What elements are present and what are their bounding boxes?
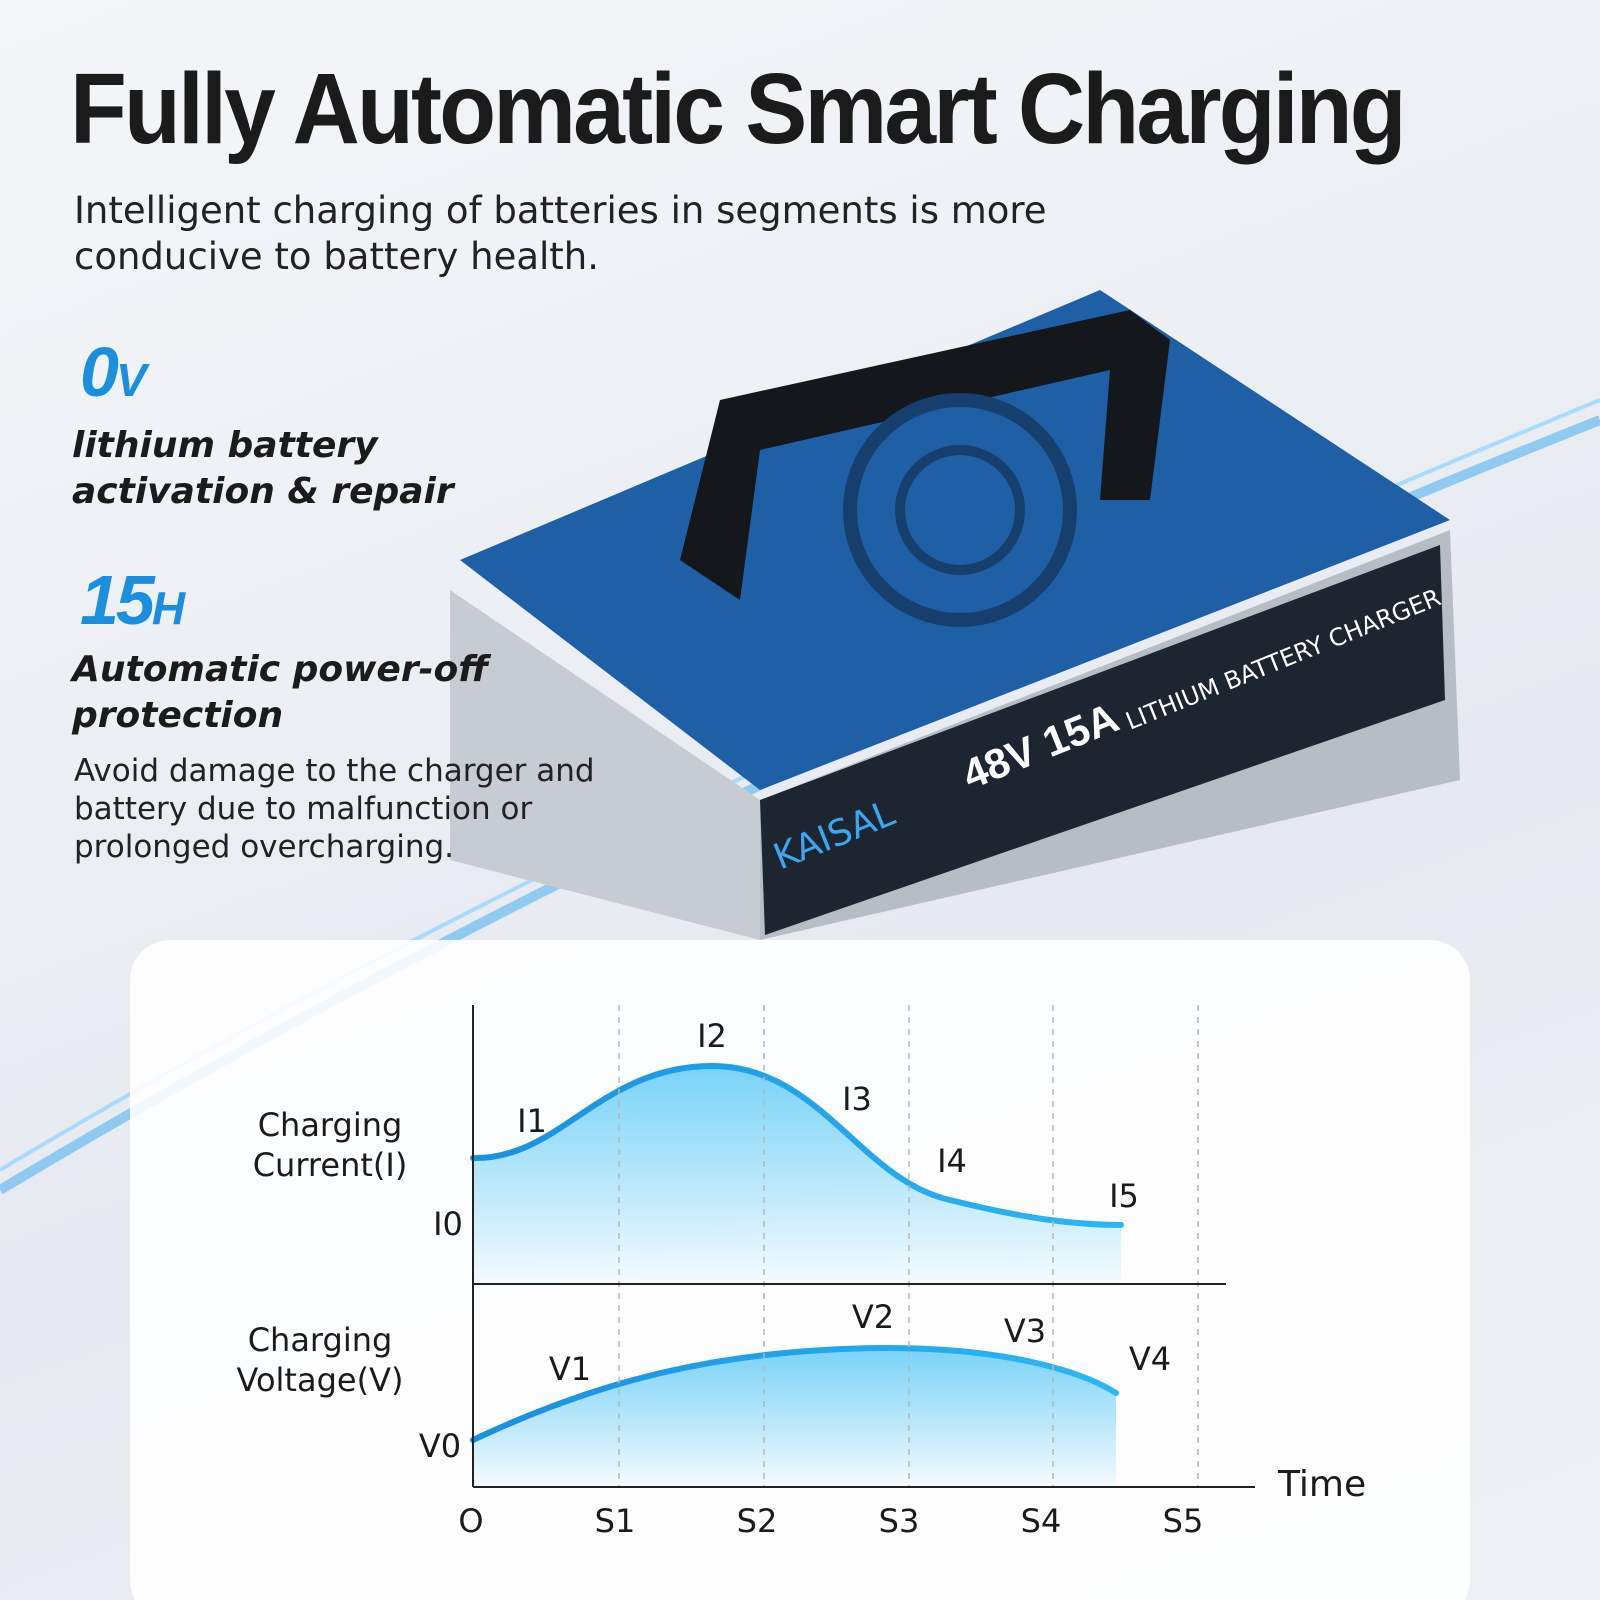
voltage-label: V3 xyxy=(1003,1312,1047,1350)
feature-description: Avoid damage to the charger and battery … xyxy=(74,753,595,865)
feature-value: 0V xyxy=(80,332,147,412)
subtitle: Intelligent charging of batteries in seg… xyxy=(74,189,1047,278)
x-tick-label: S1 xyxy=(594,1502,636,1540)
feature-unit: H xyxy=(151,582,185,634)
current-area xyxy=(473,1066,1121,1284)
current-label: I3 xyxy=(842,1080,872,1118)
x-tick-label: S2 xyxy=(736,1502,778,1540)
x-tick-label: S5 xyxy=(1162,1502,1204,1540)
voltage-label: V4 xyxy=(1128,1340,1172,1378)
charger: KAISAL 48V 15A LITHIUM BATTERY CHARGER xyxy=(450,290,1460,940)
voltage-label: V1 xyxy=(548,1350,592,1388)
feature-number: 15 xyxy=(80,561,155,639)
current-label: I0 xyxy=(433,1205,463,1243)
x-tick-label: S4 xyxy=(1020,1502,1062,1540)
current-label: I1 xyxy=(517,1102,547,1140)
title: Fully Automatic Smart Charging xyxy=(70,53,1407,165)
current-label: I4 xyxy=(937,1142,967,1180)
voltage-curve xyxy=(470,1344,1119,1443)
feature-label: lithium battery activation & repair xyxy=(72,425,454,512)
x-axis-label: Time xyxy=(1278,1464,1367,1505)
feature-value: 15H xyxy=(80,560,185,640)
voltage-axis-label: Charging Voltage(V) xyxy=(236,1321,404,1399)
current-label: I2 xyxy=(697,1017,727,1055)
voltage-label: V0 xyxy=(418,1427,462,1465)
current-axis-label: Charging Current(I) xyxy=(252,1106,408,1184)
x-tick-label: S3 xyxy=(878,1502,920,1540)
dividers xyxy=(618,1005,1199,1487)
current-label: I5 xyxy=(1109,1177,1139,1215)
feature-label: Automatic power-off protection xyxy=(72,649,489,736)
current-curve xyxy=(470,1062,1124,1228)
feature-unit: V xyxy=(115,354,147,406)
diagram xyxy=(470,1005,1255,1488)
feature-number: 0 xyxy=(80,333,119,411)
voltage-label: V2 xyxy=(851,1298,895,1336)
x-tick-label: O xyxy=(458,1502,484,1540)
